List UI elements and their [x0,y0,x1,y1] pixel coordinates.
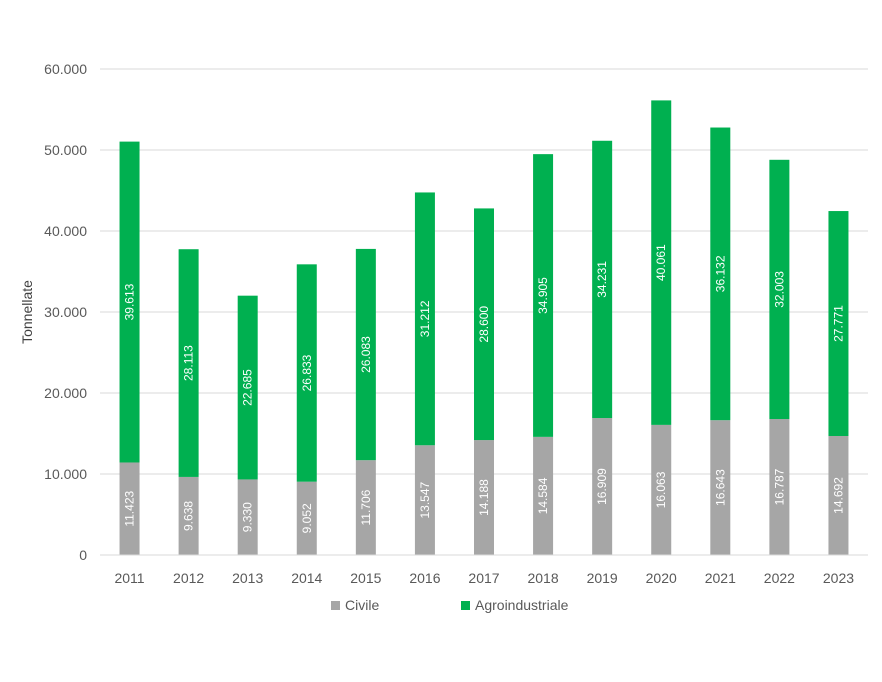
y-tick-label: 50.000 [44,142,87,158]
bar-civile-2012 [178,476,199,555]
data-label: 14.188 [477,479,491,516]
y-tick-label: 0 [79,547,87,563]
legend-label: Civile [345,597,379,613]
x-tick-label: 2023 [823,570,854,586]
x-tick-label: 2022 [764,570,795,586]
data-label: 14.584 [536,477,550,514]
data-label: 14.692 [831,477,845,514]
bar-civile-2021 [710,420,731,555]
x-tick-label: 2017 [468,570,499,586]
x-tick-label: 2013 [232,570,263,586]
y-tick-label: 20.000 [44,385,87,401]
x-tick-label: 2019 [587,570,618,586]
bar-civile-2017 [474,440,494,555]
bar-agroindustriale-2019 [592,140,613,419]
bar-agroindustriale-2014 [296,264,317,482]
y-tick-label: 10.000 [44,466,87,482]
data-label: 11.423 [123,491,137,527]
x-tick-label: 2012 [173,570,204,586]
legend: Civile Agroindustriale [331,597,569,613]
data-label: 39.613 [123,283,137,320]
data-label: 36.132 [713,255,727,292]
data-label: 16.643 [713,469,727,506]
data-label: 13.547 [418,481,432,518]
data-label: 26.083 [359,336,373,373]
bar-civile-2014 [296,481,317,555]
x-axis-ticks: 2011 2012 2013 2014 2015 2016 2017 2018 2019 2020… [114,570,854,586]
data-label: 28.113 [182,345,196,381]
bar-agroindustriale-2016 [414,192,435,446]
data-label: 16.787 [772,468,786,505]
data-label: 28.600 [477,306,491,343]
bar-civile-2013 [237,479,258,555]
bar-civile-2019 [592,418,613,555]
bar-agroindustriale-2013 [237,295,258,480]
data-label: 9.052 [300,503,314,533]
y-tick-label: 40.000 [44,223,87,239]
bar-civile-2022 [769,419,790,555]
data-label: 31.212 [418,300,432,337]
bar-agroindustriale-2018 [533,154,554,437]
x-tick-label: 2020 [646,570,677,586]
data-label: 26.833 [300,354,314,391]
bar-agroindustriale-2011 [119,141,140,463]
bar-agroindustriale-2017 [474,208,494,441]
bar-civile-2018 [533,436,554,555]
legend-swatch [331,601,340,610]
bar-civile-2023 [828,435,849,555]
data-label: 27.771 [831,305,845,342]
y-tick-label: 30.000 [44,304,87,320]
bar-civile-2011 [119,462,140,555]
bars: 11.423 39.613 9.638 28.113 9.330 22.685 9.052 2… [119,100,849,555]
data-label: 9.330 [241,502,255,532]
data-label: 11.706 [359,489,373,525]
x-tick-label: 2018 [527,570,558,586]
data-label: 32.003 [772,271,786,308]
bar-agroindustriale-2022 [769,159,790,420]
data-label: 9.638 [182,501,196,531]
x-tick-label: 2021 [705,570,736,586]
data-label: 16.909 [595,468,609,505]
x-tick-label: 2016 [409,570,440,586]
x-tick-label: 2011 [114,570,144,586]
legend-label: Agroindustriale [475,597,569,613]
bar-agroindustriale-2021 [710,127,731,421]
y-tick-label: 60.000 [44,61,87,77]
bar-agroindustriale-2020 [651,100,672,425]
data-label: 16.063 [654,471,668,508]
data-label: 34.905 [536,277,550,314]
data-label: 34.231 [595,261,609,298]
bar-agroindustriale-2023 [828,211,849,436]
bar-agroindustriale-2012 [178,249,199,477]
x-tick-label: 2015 [350,570,381,586]
legend-swatch [461,601,470,610]
y-axis-label: Tonnellate [19,280,35,344]
data-label: 40.061 [654,244,668,281]
bar-civile-2020 [651,424,672,555]
bar-agroindustriale-2015 [355,248,376,461]
x-tick-label: 2014 [291,570,322,586]
bar-civile-2016 [414,445,435,555]
y-axis-ticks: 0 10.000 20.000 30.000 40.000 50.000 60.000 [44,61,87,563]
bar-civile-2015 [355,460,376,555]
data-label: 22.685 [241,369,255,406]
